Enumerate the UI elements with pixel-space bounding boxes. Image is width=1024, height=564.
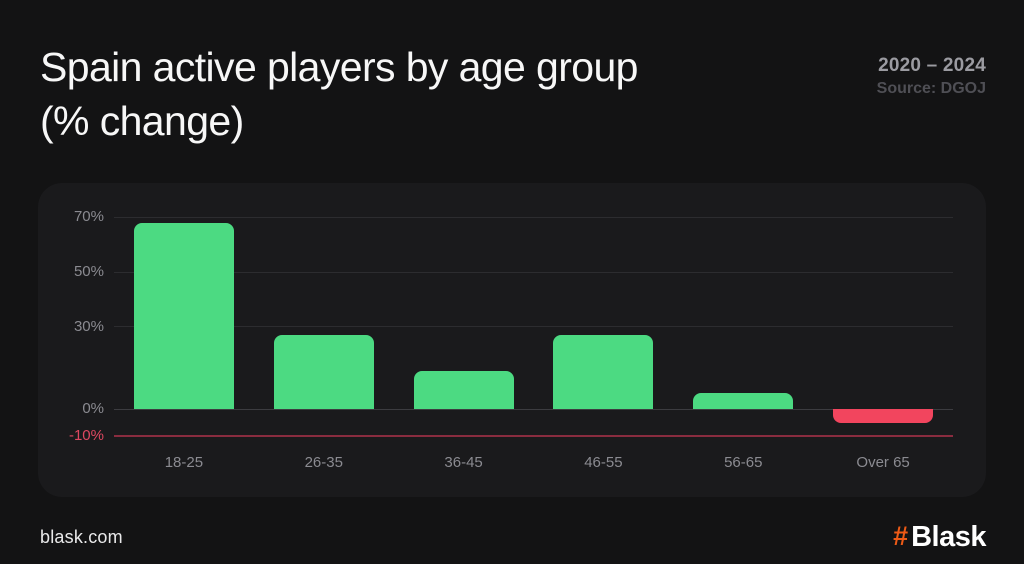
bar-chart: 70% 50% 30% 0% -10% 18-25 26-35 36-45 46-55 56-65… — [38, 183, 986, 497]
y-tick-label-70: 70% — [73, 208, 104, 226]
header-meta: 2020 – 2024 Source: DGOJ — [877, 40, 986, 100]
y-tick-label-0: 0% — [82, 400, 104, 417]
blask-wordmark: Blask — [911, 520, 986, 553]
gridline-50 — [114, 271, 953, 273]
y-tick-label-50: 50% — [73, 263, 104, 280]
blask-logo: # Blask — [893, 521, 986, 554]
page-title: Spain active players by age group (% cha… — [40, 40, 638, 148]
gridline-30 — [114, 326, 953, 328]
title-line-2: (% change) — [40, 98, 244, 144]
bar-26-35 — [273, 335, 374, 409]
x-tick-label-46-55: 46-55 — [584, 454, 623, 471]
bar-36-45 — [413, 370, 514, 409]
period-label: 2020 – 2024 — [878, 55, 986, 76]
title-line-1: Spain active players by age group — [40, 44, 638, 90]
bar-46-55 — [553, 335, 654, 409]
gridline-70 — [114, 216, 953, 218]
bar-18-25 — [133, 222, 234, 409]
source-label: Source: DGOJ — [876, 80, 986, 97]
website-label: blask.com — [40, 526, 123, 547]
chart-panel: 70% 50% 30% 0% -10% 18-25 26-35 36-45 46-55 56-65… — [38, 183, 986, 497]
y-tick-label--10: -10% — [68, 427, 104, 445]
bar-56-65 — [693, 392, 794, 409]
x-tick-label-56-65: 56-65 — [724, 454, 763, 471]
y-tick-label-30: 30% — [73, 317, 104, 335]
header: Spain active players by age group (% cha… — [40, 40, 986, 148]
x-tick-label-over-65: Over 65 — [856, 454, 910, 471]
gridline-0 — [114, 408, 953, 410]
footer: blask.com # Blask — [40, 518, 986, 556]
x-tick-label-26-35: 26-35 — [304, 454, 343, 471]
gridline--10 — [114, 435, 953, 438]
x-tick-label-36-45: 36-45 — [444, 454, 483, 471]
bar-over-65 — [833, 409, 934, 423]
x-tick-label-18-25: 18-25 — [164, 454, 204, 471]
blask-hash-icon: # — [893, 520, 909, 551]
